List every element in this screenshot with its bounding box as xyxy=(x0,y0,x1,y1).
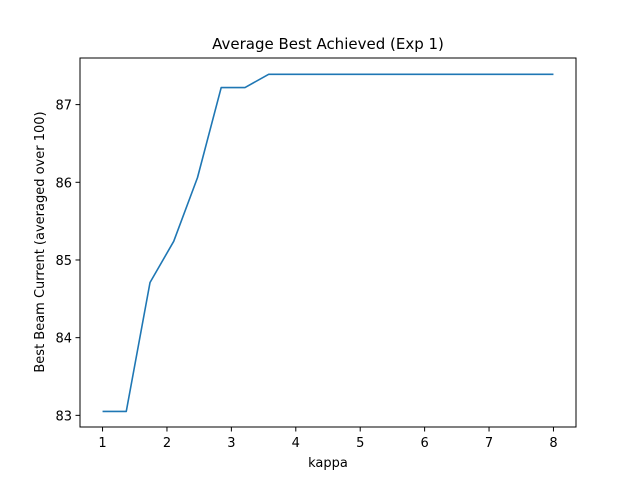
axes-frame xyxy=(79,57,577,428)
x-axis-label: kappa xyxy=(308,456,348,471)
x-tick-label-5: 6 xyxy=(420,436,428,451)
x-tick-label-1: 2 xyxy=(163,436,171,451)
y-tick-label-4: 87 xyxy=(55,99,72,114)
x-tick-label-7: 8 xyxy=(549,436,557,451)
y-tick-label-3: 86 xyxy=(55,176,72,191)
x-tick-label-0: 1 xyxy=(98,436,106,451)
plot-area: 1 2 3 4 5 6 7 8 83 84 85 86 87 xyxy=(55,57,577,451)
x-tick-label-3: 4 xyxy=(292,436,300,451)
y-axis-label: Best Beam Current (averaged over 100) xyxy=(33,111,48,372)
x-tick-label-2: 3 xyxy=(227,436,235,451)
y-tick-label-2: 85 xyxy=(55,254,72,269)
x-tick-label-6: 7 xyxy=(485,436,493,451)
x-tick-label-4: 5 xyxy=(356,436,364,451)
y-tick-label-0: 83 xyxy=(55,409,72,424)
series-line-0 xyxy=(102,73,554,413)
y-tick-label-1: 84 xyxy=(55,332,72,347)
chart-title: Average Best Achieved (Exp 1) xyxy=(212,35,444,53)
